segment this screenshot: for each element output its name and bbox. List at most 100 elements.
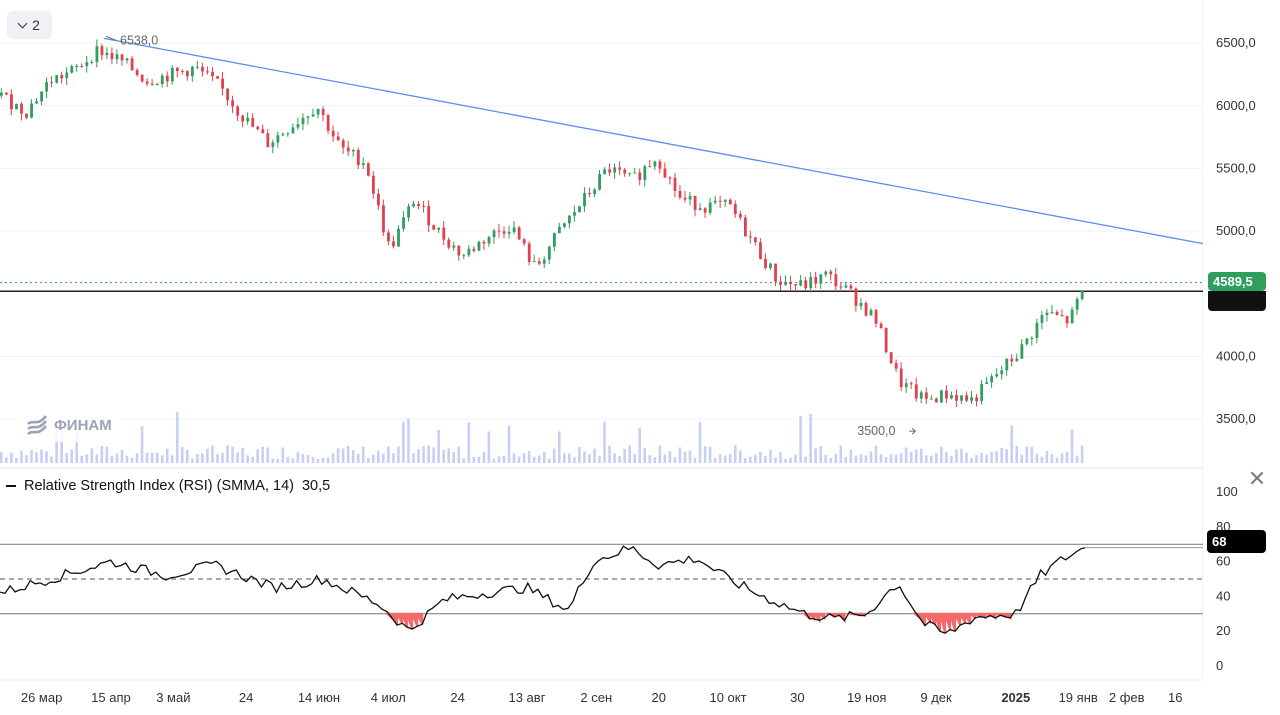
candle-up [351,149,355,152]
candle-down [693,195,697,210]
volume-bar [90,448,94,463]
candle-down [588,193,591,195]
volume-bar [261,446,265,463]
volume-bar [668,451,672,463]
volume-bar [708,446,712,463]
rsi-tick-label: 60 [1216,554,1230,569]
trendline[interactable] [103,37,1204,245]
volume-bar [452,451,456,463]
resistance-trendline [103,37,1204,245]
candle-down [945,390,948,399]
candle-up [1030,337,1034,339]
volume-bar [894,454,898,463]
volume-bar [55,425,58,463]
volume-bar [824,454,828,463]
volume-bar [266,447,270,463]
volume-bar [341,448,345,463]
candle-down [326,115,330,131]
volume-bar [241,447,244,463]
candle-up [115,54,119,60]
volume-bar [140,426,144,463]
candle-up [708,202,712,213]
volume-bar [135,453,139,463]
volume-bar [743,458,747,463]
volume-bar [326,457,330,463]
volume-bar [276,458,280,463]
indicator-collapse-button[interactable]: 2 [7,11,52,39]
candle-down [839,286,843,288]
candle-down [703,208,707,213]
volume-bar [321,457,325,463]
candle-up [940,390,943,403]
volume-bar [945,452,948,463]
volume-bar [35,452,38,463]
volume-bar [1075,455,1079,463]
candle-up [462,255,466,257]
volume-bar [502,455,506,463]
volume-bar [231,446,234,463]
candle-down [211,71,214,77]
candle-up [819,274,823,284]
candle-down [201,66,204,72]
candle-up [970,397,974,401]
candle-up [271,142,275,147]
candle-up [547,246,551,260]
candle-down [522,239,526,244]
volume-bar [1050,454,1054,463]
horizontal-levels [0,282,1203,293]
candle-up [784,281,788,285]
candle-down [165,75,169,82]
candle-down [417,203,421,206]
candle-down [216,76,219,79]
candle-up [573,211,576,216]
time-axis-label: 9 дек [920,690,952,705]
high-annotation-arrow [105,35,117,41]
candle-down [150,83,154,85]
axes: 6500,06000,05500,05000,04000,03500,01008… [21,0,1280,715]
volume-bar [829,458,833,463]
candle-up [1025,338,1029,345]
candle-up [361,163,365,166]
candle-up [698,208,702,210]
rsi-current-badge: 68 [1207,530,1266,553]
volume-bar [557,431,561,463]
volume-bar [271,458,275,463]
volume-bar [814,448,817,463]
volume-bar [1080,445,1084,463]
close-rsi-panel-icon[interactable] [1248,469,1266,487]
price-tick-label: 4000,0 [1216,348,1256,363]
candle-up [35,101,38,104]
volume-bar [60,431,63,463]
rsi-legend-title: Relative Strength Index (RSI) (SMMA, 14) [24,478,294,494]
volume-bar [849,449,853,463]
candle-down [965,395,968,401]
volume-bar [688,450,692,463]
volume-bar [70,449,73,463]
volume-bar [442,449,445,463]
volume-bar [693,457,697,463]
candle-down [829,271,833,275]
volume-bar [1040,456,1044,463]
candle-down [185,71,189,77]
candle-down [935,398,938,403]
candle-down [743,217,747,237]
rsi-legend[interactable]: Relative Strength Index (RSI) (SMMA, 14)… [6,478,330,494]
candle-down [60,75,64,79]
candle-up [844,285,848,288]
candle-down [794,284,798,286]
candle-down [50,82,54,84]
volume-bar [150,452,154,463]
candle-up [437,227,441,230]
volume-bar [678,447,682,463]
volume-bar [492,458,496,463]
volume-bar [110,455,114,463]
volume-bar [603,421,606,463]
candle-down [427,206,431,226]
candle-up [301,117,305,125]
candle-up [507,231,511,234]
volume-bar [703,446,707,463]
price-axis-bg [1203,0,1280,715]
candle-up [1015,358,1019,362]
volume-bar [924,455,928,463]
